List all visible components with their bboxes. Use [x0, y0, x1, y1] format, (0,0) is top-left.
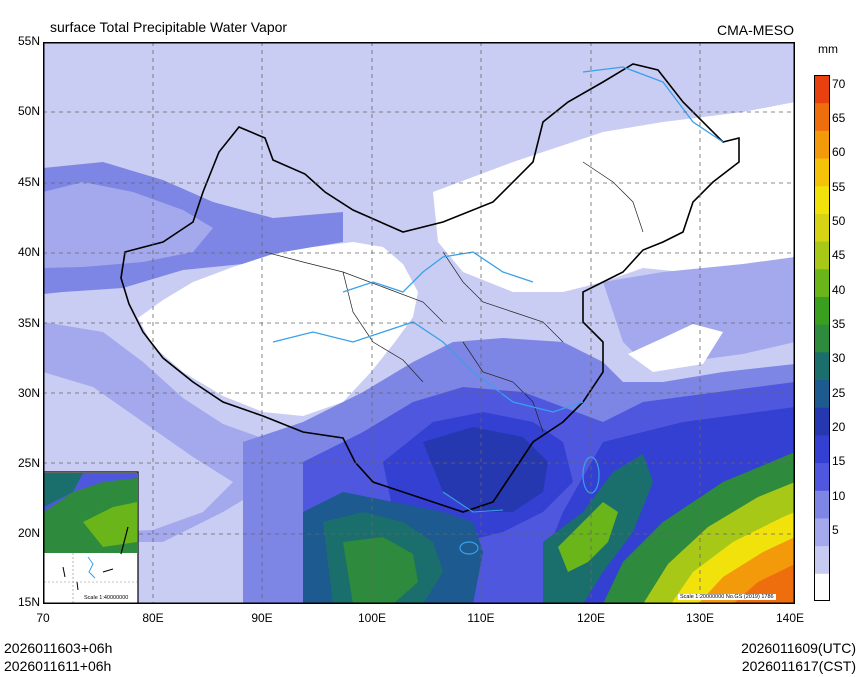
colorbar-swatch	[814, 185, 830, 214]
colorbar-swatch	[814, 462, 830, 491]
province-boundary	[264, 251, 444, 323]
map-title: surface Total Precipitable Water Vapor	[50, 19, 288, 35]
colorbar-swatch	[814, 130, 830, 159]
precipitable-water-map	[43, 42, 795, 604]
lon-label-140e: 140E	[775, 611, 805, 625]
lon-label-80e: 80E	[142, 611, 164, 625]
lat-label-20n: 20N	[17, 526, 40, 540]
hainan-outline	[459, 541, 479, 555]
pwv-field-10-15-east	[603, 257, 795, 362]
colorbar-tick-5: 5	[832, 523, 839, 537]
inset-map	[43, 471, 139, 604]
colorbar-unit: mm	[818, 42, 838, 56]
colorbar-tick-35: 35	[832, 317, 846, 331]
pwv-field-0-5-north	[433, 102, 795, 292]
lat-label-50n: 50N	[17, 104, 40, 118]
province-boundary	[462, 341, 544, 433]
cst-time-label: 2026011617(CST)	[741, 658, 856, 674]
lon-label-130e: 130E	[685, 611, 715, 625]
province-boundary	[442, 251, 564, 343]
lat-label-35n: 35N	[17, 316, 40, 330]
lat-label-15n: 15N	[17, 595, 40, 609]
colorbar-tick-10: 10	[832, 489, 846, 503]
colorbar-swatch	[814, 517, 830, 547]
colorbar-tick-55: 55	[832, 180, 846, 194]
colorbar-swatch	[814, 351, 830, 381]
pwv-field-35-40	[343, 537, 418, 604]
footer-left: 2026011603+06h 2026011611+06h	[4, 639, 112, 675]
amur-river	[582, 66, 724, 143]
pearl-river	[442, 491, 504, 513]
yangtze-river	[272, 321, 584, 413]
lat-label-45n: 45N	[17, 175, 40, 189]
colorbar-swatch	[814, 490, 830, 519]
colorbar-tick-20: 20	[832, 420, 846, 434]
colorbar-tick-15: 15	[832, 454, 846, 468]
lon-label-70: 70	[36, 611, 50, 625]
colorbar-frame	[814, 75, 830, 601]
china-border	[120, 63, 740, 513]
colorbar-swatch	[814, 158, 830, 187]
colorbar-swatch	[814, 102, 830, 131]
colorbar-swatch	[814, 268, 830, 297]
colorbar-tick-30: 30	[832, 351, 846, 365]
colorbar-tick-70: 70	[832, 77, 846, 91]
lat-lon-grid	[43, 42, 795, 604]
init-time-label: 2026011603+06h	[4, 640, 113, 656]
pwv-field-0-5-sea	[628, 324, 723, 372]
colorbar-tick-60: 60	[832, 145, 846, 159]
colorbar-swatch	[814, 241, 830, 270]
colorbar-swatch	[814, 379, 830, 408]
colorbar-swatch	[814, 545, 830, 574]
pwv-field-40-45	[558, 502, 618, 572]
pwv-field-10-15	[43, 182, 213, 268]
valid-time-label: 2026011611+06h	[4, 658, 112, 674]
utc-time-label: 2026011609(UTC)	[741, 640, 856, 656]
colorbar-swatch	[814, 296, 830, 325]
colorbar	[814, 75, 830, 601]
colorbar-tick-65: 65	[832, 111, 846, 125]
colorbar-swatch	[814, 213, 830, 242]
colorbar-tick-45: 45	[832, 248, 846, 262]
colorbar-tick-40: 40	[832, 283, 846, 297]
province-boundary	[342, 271, 424, 383]
lon-label-120e: 120E	[576, 611, 606, 625]
colorbar-swatch	[814, 324, 830, 353]
data-source-label: CMA-MESO	[717, 22, 794, 38]
lon-label-90e: 90E	[251, 611, 273, 625]
province-boundary	[582, 161, 644, 233]
colorbar-swatch	[814, 434, 830, 464]
map-scale-label: Scale 1:20000000 No.GS (2019) 1786	[678, 594, 776, 600]
lat-label-40n: 40N	[17, 245, 40, 259]
colorbar-tick-25: 25	[832, 386, 846, 400]
colorbar-swatch	[814, 573, 830, 601]
lat-label-30n: 30N	[17, 386, 40, 400]
lon-label-110e: 110E	[467, 611, 495, 625]
footer-right: 2026011609(UTC) 2026011617(CST)	[741, 639, 856, 675]
colorbar-tick-50: 50	[832, 214, 846, 228]
colorbar-swatch	[814, 75, 830, 104]
lon-label-100e: 100E	[357, 611, 387, 625]
lat-label-55n: 55N	[17, 34, 40, 48]
colorbar-swatch	[814, 407, 830, 436]
pwv-field-25-30	[423, 427, 548, 512]
inset-scale-label: Scale 1:40000000	[82, 595, 131, 601]
lat-label-25n: 25N	[17, 456, 40, 470]
yellow-river	[342, 251, 534, 293]
pwv-field-0-5-plateau	[138, 242, 418, 416]
